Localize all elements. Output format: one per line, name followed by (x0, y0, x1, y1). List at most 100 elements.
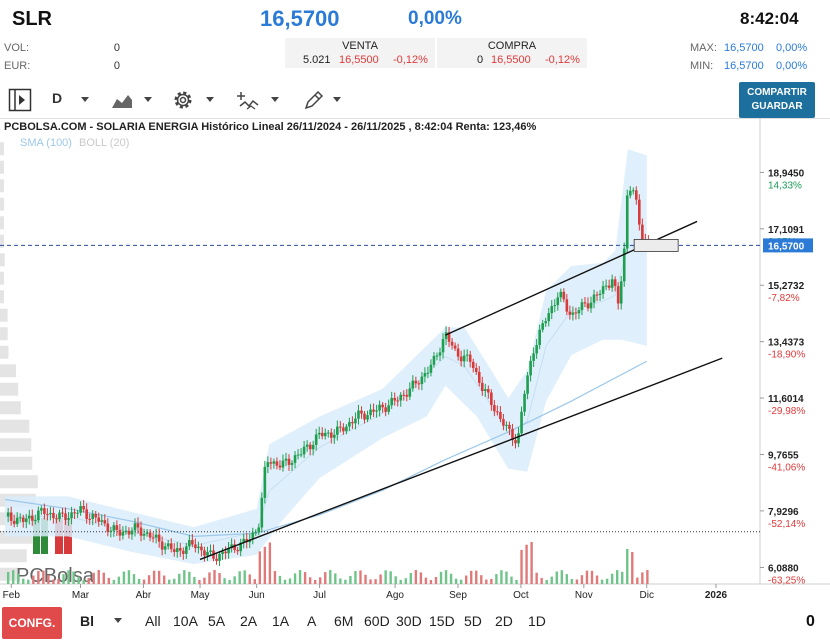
volume-bar (545, 579, 548, 584)
volume-bar (263, 546, 267, 584)
gear-icon[interactable] (171, 88, 195, 112)
x-tick-label: 2026 (705, 590, 728, 601)
range-5a[interactable]: 5A (208, 613, 226, 629)
price-chart[interactable]: PCBolsa18,945014,33%17,10913,25%15,2732-… (0, 118, 830, 604)
volume-bar (293, 573, 297, 584)
config-button[interactable]: CONFG. (2, 607, 62, 639)
indicators-icon[interactable] (237, 88, 261, 112)
volume-bar (188, 571, 191, 584)
candle-body (342, 427, 345, 432)
volume-bar (515, 579, 518, 584)
share-save-button[interactable]: COMPARTIR GUARDAR (739, 82, 815, 118)
volume-bar (298, 570, 302, 584)
volume-bar (137, 578, 141, 584)
candle-body (233, 544, 236, 551)
candle-body (553, 305, 557, 307)
volume-profile-bar (0, 142, 5, 156)
range-1a[interactable]: 1A (272, 613, 290, 629)
sell-price: 16,5500 (339, 54, 379, 66)
candle-body (635, 190, 638, 200)
candle-body (441, 339, 445, 353)
candle-body (610, 279, 614, 288)
chevron-down-icon[interactable] (206, 97, 214, 102)
legend-boll[interactable]: BOLL (20) (79, 137, 130, 149)
chart-title: PCBOLSA.COM - SOLARIA ENERGIA Histórico … (4, 121, 537, 133)
candle-body (447, 332, 451, 342)
candle-body (571, 312, 575, 315)
range-10a[interactable]: 10A (173, 613, 198, 629)
panel-toggle-icon[interactable] (8, 88, 32, 112)
range-5d[interactable]: 5D (464, 613, 482, 629)
volume-bar (248, 574, 251, 584)
candle-body (275, 461, 279, 466)
period-select[interactable]: D (52, 90, 63, 106)
candle-body (112, 525, 116, 531)
candle-body (329, 432, 333, 438)
candle-body (97, 517, 101, 522)
range-30d[interactable]: 30D (396, 613, 422, 629)
candle-body (166, 543, 170, 547)
scale-select[interactable]: Bl (80, 613, 94, 629)
volume-bar (444, 570, 448, 584)
range-1d[interactable]: 1D (528, 613, 546, 629)
chevron-down-icon[interactable] (333, 97, 341, 102)
volume-label: VOL: (4, 42, 30, 54)
candle-body (616, 286, 620, 304)
area-chart-icon[interactable] (110, 88, 134, 112)
y-tick-label: 15,2732 (768, 281, 805, 292)
candle-body (124, 530, 128, 533)
range-all[interactable]: All (145, 613, 161, 629)
candle-body (194, 544, 197, 549)
volume-bar (339, 578, 342, 584)
volume-bar (580, 575, 584, 584)
volume-bar (475, 570, 478, 584)
min-pct: 0,00% (776, 60, 808, 72)
volume-bar (173, 578, 176, 584)
volume-bar (626, 548, 629, 584)
candle-body (302, 446, 306, 455)
candle-body (544, 321, 548, 324)
chevron-down-icon[interactable] (114, 618, 122, 623)
candle-body (269, 462, 273, 464)
candle-body (399, 394, 403, 401)
y-tick-label: 17,1091 (768, 225, 805, 236)
candle-body (79, 506, 82, 513)
range-a[interactable]: A (307, 613, 317, 629)
candle-body (345, 426, 348, 432)
candle-body (393, 398, 397, 401)
candle-body (326, 432, 330, 434)
volume-bar (183, 570, 186, 584)
volume-profile-bar (0, 419, 30, 433)
range-6m[interactable]: 6M (334, 613, 354, 629)
candle-body (172, 549, 176, 552)
volume-bar (112, 579, 116, 584)
candle-body (357, 410, 360, 419)
pencil-draw-icon[interactable] (302, 88, 326, 112)
volume-bar (107, 577, 111, 584)
quote-time: 8:42:04 (740, 9, 799, 28)
range-60d[interactable]: 60D (364, 613, 390, 629)
volume-bar (575, 579, 579, 584)
candle-body (583, 302, 587, 304)
candle-body (550, 306, 554, 314)
volume-profile-bar (0, 290, 4, 304)
chevron-down-icon[interactable] (271, 97, 279, 102)
range-15d[interactable]: 15D (429, 613, 455, 629)
legend-sma[interactable]: SMA (100) (20, 137, 72, 149)
volume-bar (228, 579, 231, 584)
chevron-down-icon[interactable] (81, 97, 89, 102)
candle-body (245, 538, 249, 543)
candle-body (305, 444, 309, 447)
chevron-down-icon[interactable] (144, 97, 152, 102)
candle-body (499, 412, 502, 420)
volume-bar (404, 578, 407, 584)
max-label: MAX: (690, 42, 717, 54)
candle-body (369, 409, 372, 416)
volume-bar (490, 578, 493, 584)
candle-body (160, 541, 164, 550)
volume-profile-bar (0, 438, 32, 452)
volume-bar (67, 570, 70, 584)
range-2a[interactable]: 2A (240, 613, 258, 629)
range-2d[interactable]: 2D (495, 613, 513, 629)
candle-body (538, 329, 541, 346)
